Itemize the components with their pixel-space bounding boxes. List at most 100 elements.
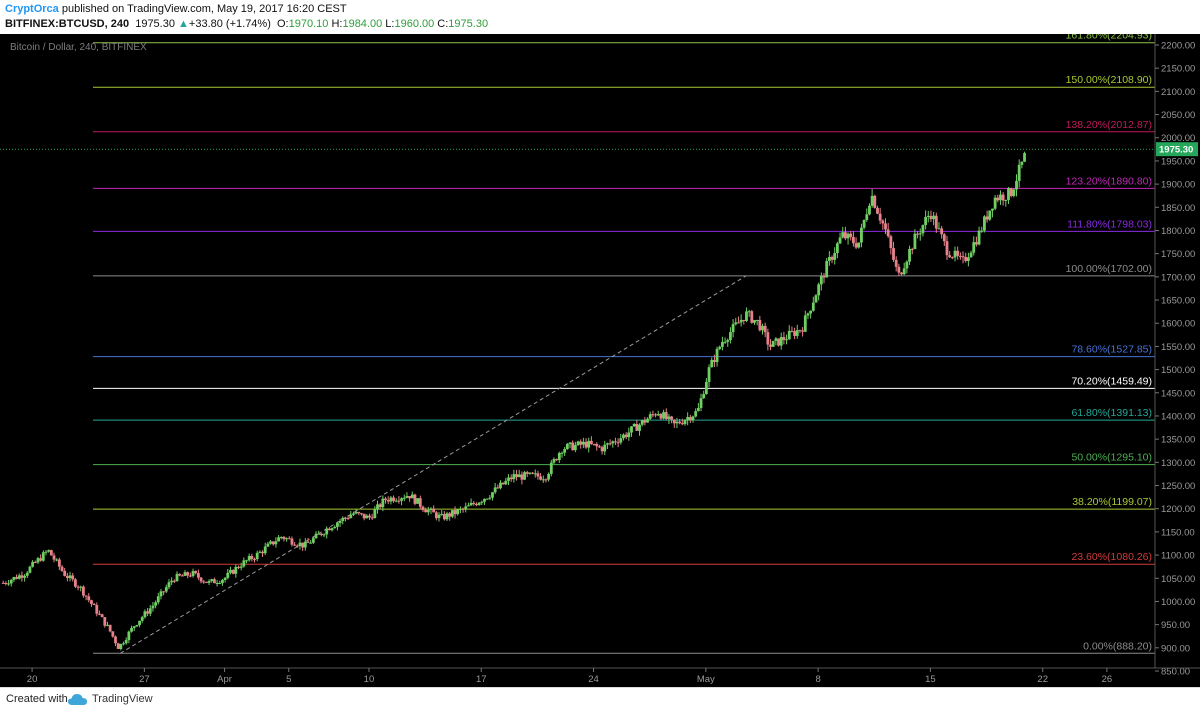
- candle-body: [1, 582, 5, 584]
- candle-body: [798, 330, 802, 332]
- price-axis[interactable]: 2200.00 2150.00 2100.00 2050.00 2000.00 1950.…: [0, 34, 1198, 678]
- candle-body: [868, 205, 871, 215]
- author-name[interactable]: CryptOrca: [5, 3, 59, 15]
- trendline-layer[interactable]: [120, 275, 747, 654]
- candle-body: [958, 255, 962, 257]
- fib-label: 38.20%(1199.07): [1072, 496, 1152, 508]
- candle-body: [400, 498, 403, 501]
- candle-body: [581, 441, 585, 445]
- candle-body: [242, 560, 246, 567]
- publish-line: CryptOrca published on TradingView.com, …: [5, 3, 347, 15]
- candle-body: [223, 577, 227, 580]
- candle-body: [852, 236, 855, 244]
- candle-body: [450, 510, 454, 517]
- candle-body: [4, 582, 8, 584]
- candle-body: [953, 250, 957, 258]
- price-tick-label: 1900.00: [1161, 180, 1195, 191]
- candle-body: [664, 412, 668, 419]
- fibonacci-extension[interactable]: 0.00%(888.20) 23.60%(1080.26) 38.20%(1199.…: [93, 30, 1155, 654]
- candle-body: [483, 498, 486, 502]
- candle-body: [894, 259, 898, 267]
- candle-body: [833, 253, 837, 260]
- candle-body: [49, 550, 53, 556]
- current-price-label: 1975.30: [1159, 145, 1193, 156]
- candle-body: [576, 441, 580, 446]
- candle-body: [627, 432, 631, 438]
- candle-body: [362, 513, 366, 519]
- candle-body: [734, 322, 738, 325]
- candle-body: [116, 643, 120, 649]
- tradingview-brand[interactable]: TradingView: [92, 693, 153, 705]
- candle-body: [317, 533, 321, 535]
- candle-body: [533, 473, 537, 475]
- candle-body: [491, 492, 494, 498]
- candle-body: [98, 613, 101, 615]
- candle-body: [68, 575, 72, 579]
- candle-body: [389, 497, 393, 502]
- candle-body: [344, 517, 347, 519]
- candle-body: [325, 528, 329, 535]
- candle-body: [945, 241, 949, 256]
- candle-body: [36, 558, 40, 563]
- candle-body: [937, 228, 941, 230]
- time-tick-label: 20: [27, 674, 38, 685]
- trendline[interactable]: [120, 275, 747, 654]
- candle-body: [648, 414, 652, 419]
- candle-body: [809, 310, 813, 314]
- candle-body: [245, 560, 248, 562]
- candle-body: [63, 570, 67, 576]
- candle-body: [908, 248, 911, 262]
- published-text: published on TradingView.com, May 19, 20…: [58, 3, 347, 15]
- candle-body: [164, 587, 168, 592]
- time-axis[interactable]: 20 27 Apr 5 10 17 24 May 8 15 22 26: [0, 667, 1200, 685]
- candle-body: [600, 447, 604, 452]
- candle-body: [143, 611, 147, 618]
- fib-label: 111.80%(1798.03): [1067, 218, 1152, 230]
- candle-body: [360, 513, 363, 515]
- fib-label: 50.00%(1295.10): [1071, 452, 1152, 464]
- candle-body: [966, 257, 970, 261]
- time-tick-label: 22: [1037, 674, 1048, 685]
- candle-body: [71, 575, 75, 580]
- candle-body: [394, 500, 398, 502]
- candle-body: [237, 566, 240, 568]
- fib-label: 138.20%(2012.87): [1066, 119, 1152, 131]
- candle-body: [878, 213, 882, 221]
- candle-body: [771, 340, 775, 347]
- candle-body: [261, 551, 264, 554]
- candle-body: [865, 214, 869, 220]
- candle-body: [226, 572, 230, 578]
- candle-body: [654, 414, 657, 416]
- candle-body: [106, 624, 109, 626]
- price-tick-label: 2150.00: [1161, 64, 1195, 75]
- candle-body: [402, 497, 406, 499]
- candle-body: [247, 556, 251, 561]
- candle-body: [76, 586, 80, 588]
- candle-body: [397, 500, 401, 502]
- candle-body: [426, 510, 430, 513]
- price-chart[interactable]: 0.00%(888.20) 23.60%(1080.26) 38.20%(1199.…: [0, 30, 1200, 687]
- candle-body: [745, 311, 748, 322]
- candle-body: [934, 215, 938, 229]
- candle-body: [795, 330, 799, 336]
- candle-body: [9, 579, 13, 584]
- chart-area[interactable]: 0.00%(888.20) 23.60%(1080.26) 38.20%(1199.…: [0, 30, 1200, 687]
- candle-body: [138, 620, 141, 626]
- candle-body: [723, 341, 727, 343]
- candle-body: [188, 575, 192, 577]
- current-price-tag: [1156, 142, 1198, 157]
- candle-body: [643, 420, 647, 423]
- fib-label: 123.20%(1890.80): [1066, 175, 1152, 187]
- candle-body: [287, 538, 291, 540]
- candle-body: [1007, 188, 1010, 201]
- candle-body: [940, 228, 944, 235]
- candle-body: [592, 443, 596, 445]
- candle-body: [215, 583, 219, 585]
- low-value: 1960.00: [394, 18, 435, 30]
- candle-body: [410, 494, 414, 499]
- open-label: O:: [277, 18, 289, 30]
- candle-body: [501, 482, 505, 485]
- candle-body: [103, 617, 107, 626]
- candle-body: [999, 194, 1002, 201]
- candle-body: [635, 423, 639, 431]
